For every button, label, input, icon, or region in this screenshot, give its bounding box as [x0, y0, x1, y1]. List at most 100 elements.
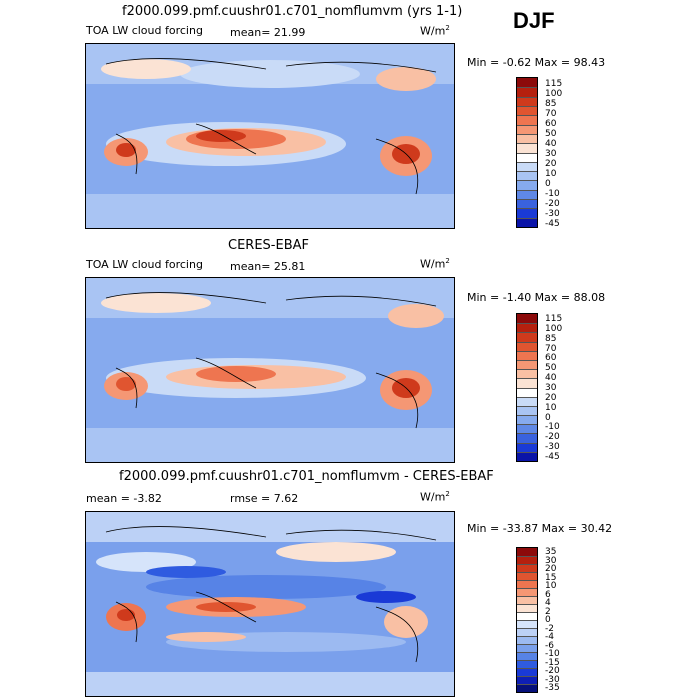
panel2-units: W/m2: [420, 257, 450, 271]
colorbar-tick-label: -45: [545, 452, 560, 462]
colorbar-segment: [517, 451, 537, 461]
panel3-map: [85, 511, 455, 697]
colorbar-tick-label: 85: [545, 99, 557, 109]
colorbar-segment: [517, 133, 537, 144]
panel1-minmax: Min = -0.62 Max = 98.43: [467, 56, 606, 69]
colorbar-segment: [517, 350, 537, 360]
colorbar-segment: [517, 396, 537, 406]
colorbar-segment: [517, 644, 537, 652]
panel3-colorbar: [516, 547, 538, 693]
colorbar-tick-label: 70: [545, 109, 557, 119]
panel2-heading: CERES-EBAF: [228, 238, 309, 253]
colorbar-segment: [517, 628, 537, 636]
colorbar-tick-label: 0: [545, 615, 551, 625]
colorbar-segment: [517, 660, 537, 668]
colorbar-segment: [517, 604, 537, 612]
colorbar-segment: [517, 612, 537, 620]
colorbar-tick-label: 85: [545, 333, 557, 344]
colorbar-segment: [517, 217, 537, 227]
colorbar-segment: [517, 199, 537, 209]
panel2-var-label: TOA LW cloud forcing: [86, 258, 203, 271]
colorbar-segment: [517, 171, 537, 181]
colorbar-tick-label: 50: [545, 129, 557, 139]
colorbar-segment: [517, 596, 537, 604]
colorbar-tick-label: 20: [545, 564, 557, 574]
colorbar-segment: [517, 433, 537, 443]
colorbar-tick-label: 4: [545, 598, 551, 608]
colorbar-tick-label: 0: [545, 412, 551, 423]
colorbar-segment: [517, 78, 537, 88]
colorbar-tick-label: 115: [545, 314, 563, 324]
colorbar-tick-label: 10: [545, 581, 557, 591]
colorbar-segment: [517, 314, 537, 324]
panel1-units: W/m2: [420, 24, 450, 38]
panel2-minmax: Min = -1.40 Max = 88.08: [467, 291, 606, 304]
colorbar-segment: [517, 369, 537, 379]
panel3-mean: mean = -3.82: [86, 492, 162, 505]
panel1-var-label: TOA LW cloud forcing: [86, 24, 203, 37]
colorbar-segment: [517, 152, 537, 162]
colorbar-segment: [517, 564, 537, 572]
colorbar-tick-label: 60: [545, 353, 557, 364]
colorbar-segment: [517, 424, 537, 434]
colorbar-tick-label: -20: [545, 199, 560, 209]
colorbar-tick-label: -30: [545, 674, 560, 685]
season-label: DJF: [513, 8, 555, 33]
colorbar-tick-label: 30: [545, 149, 557, 159]
colorbar-tick-label: 115: [545, 79, 563, 89]
colorbar-tick-label: 2: [545, 606, 551, 617]
panel3-minmax: Min = -33.87 Max = 30.42: [467, 522, 613, 535]
colorbar-segment: [517, 620, 537, 628]
colorbar-tick-label: -30: [545, 209, 560, 219]
colorbar-tick-label: 10: [545, 169, 557, 179]
colorbar-tick-label: 70: [545, 343, 557, 354]
colorbar-segment: [517, 588, 537, 596]
colorbar-segment: [517, 636, 537, 644]
colorbar-tick-label: 20: [545, 392, 557, 403]
colorbar-tick-label: 30: [545, 383, 557, 393]
colorbar-segment: [517, 208, 537, 218]
colorbar-segment: [517, 387, 537, 397]
colorbar-segment: [517, 332, 537, 342]
colorbar-segment: [517, 676, 537, 684]
colorbar-segment: [517, 378, 537, 388]
colorbar-tick-label: -35: [545, 683, 560, 693]
colorbar-segment: [517, 115, 537, 125]
colorbar-segment: [517, 548, 537, 556]
colorbar-segment: [517, 87, 537, 97]
colorbar-tick-label: -10: [545, 649, 560, 659]
panel3-units: W/m2: [420, 490, 450, 504]
colorbar-tick-label: 50: [545, 363, 557, 374]
colorbar-tick-label: 35: [545, 547, 557, 557]
colorbar-segment: [517, 180, 537, 190]
colorbar-segment: [517, 684, 537, 692]
colorbar-segment: [517, 442, 537, 452]
colorbar-tick-label: -30: [545, 442, 560, 453]
colorbar-tick-label: -20: [545, 666, 560, 676]
colorbar-tick-label: 100: [545, 323, 563, 334]
colorbar-tick-label: 15: [545, 572, 557, 583]
colorbar-tick-label: -45: [545, 219, 560, 229]
panel2-map: [85, 277, 455, 463]
colorbar-segment: [517, 189, 537, 200]
colorbar-segment: [517, 652, 537, 660]
panel3-heading: f2000.099.pmf.cuushr01.c701_nomflumvm - …: [119, 469, 494, 484]
panel2-colorbar: [516, 313, 538, 462]
colorbar-tick-label: 60: [545, 119, 557, 129]
panel2-mean: mean= 25.81: [230, 260, 306, 273]
colorbar-tick-label: -6: [545, 640, 554, 651]
panel1-mean: mean= 21.99: [230, 26, 306, 39]
colorbar-tick-label: -15: [545, 657, 560, 668]
colorbar-tick-label: -10: [545, 422, 560, 433]
colorbar-tick-label: 20: [545, 159, 557, 169]
panel1-colorbar: [516, 77, 538, 228]
colorbar-segment: [517, 415, 537, 425]
colorbar-tick-label: -2: [545, 623, 554, 634]
colorbar-segment: [517, 124, 537, 134]
colorbar-tick-label: -10: [545, 189, 560, 199]
panel1-map: [85, 43, 455, 229]
colorbar-tick-label: 40: [545, 373, 557, 384]
colorbar-tick-label: 0: [545, 179, 551, 189]
panel1-heading: f2000.099.pmf.cuushr01.c701_nomflumvm (y…: [122, 4, 463, 19]
colorbar-tick-label: 10: [545, 402, 557, 413]
